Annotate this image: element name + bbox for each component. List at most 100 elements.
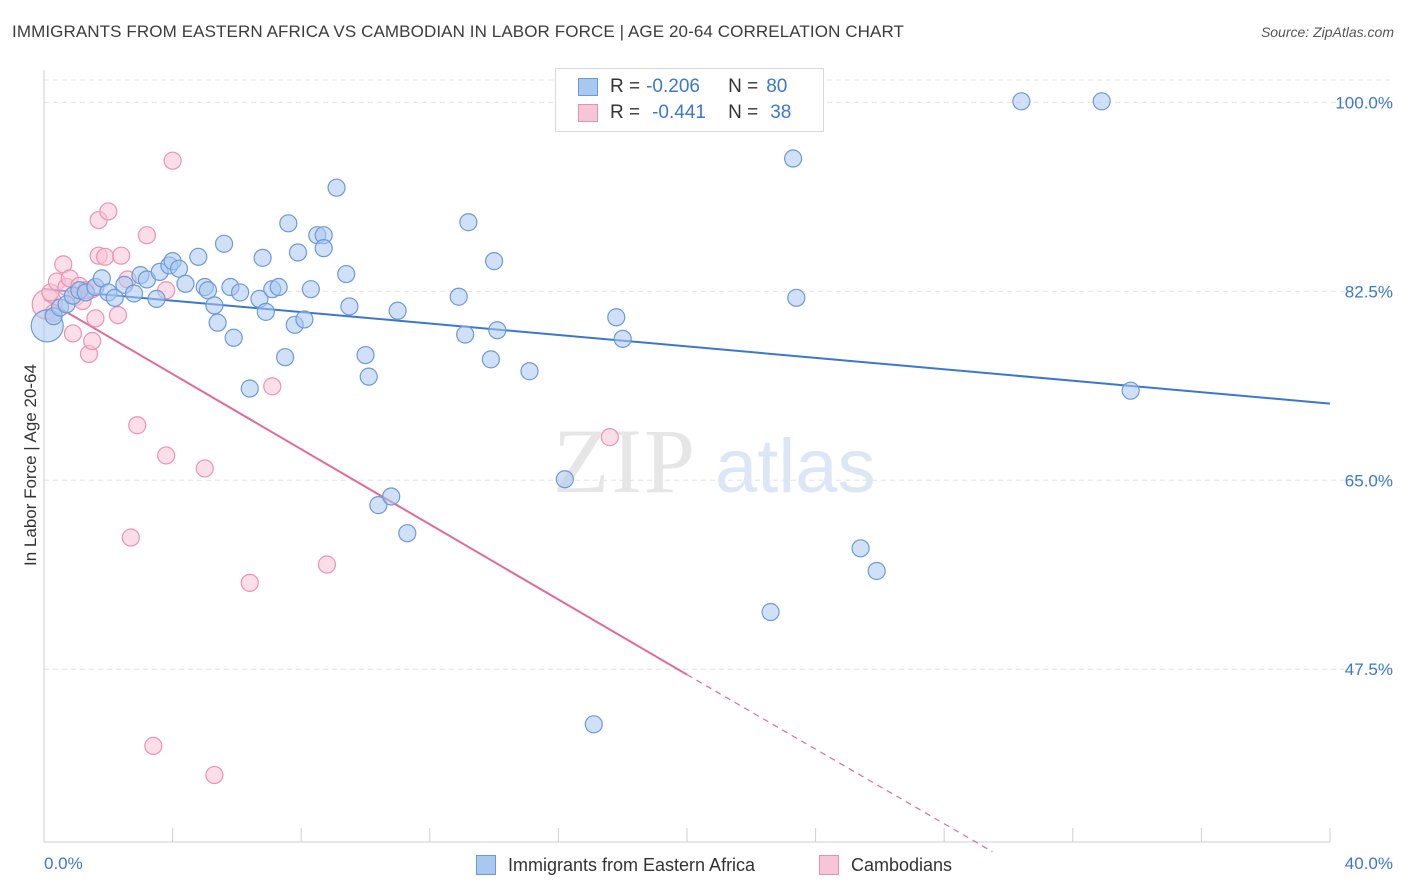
cambodians-point — [95, 247, 115, 266]
cambodians-point — [108, 305, 128, 325]
cambodians-point — [263, 377, 282, 396]
legend-r-label: R = — [610, 76, 641, 97]
cambodians-point — [128, 416, 147, 435]
cambodians-point — [144, 736, 163, 756]
eastern-africa-point — [1012, 92, 1031, 111]
eastern-africa-point — [481, 350, 500, 369]
legend-r-value: -0.206 — [646, 76, 700, 97]
bottom-legend-label: Cambodians — [851, 854, 953, 875]
eastern-africa-point — [607, 308, 626, 327]
y-tick-label: 65.0% — [1345, 471, 1393, 490]
eastern-africa-points — [30, 92, 1140, 734]
eastern-africa-point — [189, 247, 208, 266]
cambodians-point — [83, 331, 102, 351]
watermark: ZIP atlas — [553, 410, 876, 512]
label-layer: 47.5% 65.0% 82.5% 100.0% 0.0% 40.0% — [44, 93, 1393, 873]
eastern-africa-point — [240, 379, 259, 398]
eastern-africa-point — [337, 264, 356, 284]
cambodians-point — [121, 528, 140, 547]
bottom-legend-eastern-africa: Immigrants from Eastern Africa — [476, 852, 755, 878]
cambodians-point — [112, 246, 131, 265]
eastern-africa-point — [761, 602, 780, 622]
eastern-africa-point — [459, 213, 478, 232]
legend-swatch-pink — [578, 104, 598, 122]
eastern-africa-point — [105, 288, 124, 307]
eastern-africa-point — [520, 362, 539, 381]
eastern-africa-point — [783, 149, 803, 168]
eastern-africa-point — [301, 280, 320, 299]
eastern-africa-point — [276, 348, 295, 367]
legend-n-label: N = — [728, 102, 759, 123]
legend-n-value: 80 — [766, 76, 788, 97]
eastern-africa-point — [851, 539, 870, 558]
x-tick-label-min: 0.0% — [44, 854, 83, 873]
eastern-africa-point — [176, 274, 195, 293]
eastern-africa-point — [147, 289, 166, 309]
watermark-atlas: atlas — [715, 424, 876, 509]
cambodians-point — [63, 324, 83, 343]
eastern-africa-point — [214, 234, 234, 253]
eastern-africa-point — [1092, 92, 1111, 111]
eastern-africa-point — [555, 470, 574, 489]
trendline-cambodians-extrapolated — [686, 674, 993, 853]
cambodians-point — [157, 446, 176, 465]
cambodians-point — [163, 151, 182, 170]
watermark-zip: ZIP — [553, 410, 697, 512]
cambodians-point — [240, 573, 259, 592]
eastern-africa-point — [356, 345, 375, 365]
bottom-legend-label: Immigrants from Eastern Africa — [508, 854, 756, 875]
eastern-africa-point — [787, 288, 806, 307]
eastern-africa-point — [169, 259, 189, 278]
eastern-africa-point — [456, 325, 475, 344]
eastern-africa-point — [584, 715, 603, 734]
bottom-legend-swatch-pink — [819, 855, 839, 875]
eastern-africa-point — [369, 496, 388, 515]
eastern-africa-point — [124, 284, 144, 303]
legend-r-label: R = — [610, 102, 641, 123]
eastern-africa-point — [198, 281, 218, 300]
eastern-africa-point — [327, 178, 346, 197]
eastern-africa-point — [256, 302, 275, 321]
eastern-africa-point — [1121, 381, 1140, 400]
eastern-africa-point — [205, 296, 224, 315]
eastern-africa-point — [231, 283, 250, 302]
trend-layer — [43, 288, 1331, 853]
y-tick-label: 47.5% — [1345, 660, 1393, 679]
eastern-africa-point — [359, 367, 378, 386]
eastern-africa-point — [208, 313, 227, 332]
legend-n-value: 38 — [770, 102, 792, 123]
eastern-africa-point — [388, 301, 407, 320]
eastern-africa-point — [253, 248, 272, 267]
eastern-africa-point — [224, 328, 243, 347]
eastern-africa-point — [288, 243, 308, 262]
eastern-africa-point — [867, 561, 886, 581]
y-tick-label: 82.5% — [1345, 282, 1393, 301]
eastern-africa-point — [340, 297, 359, 316]
axis-layer — [43, 70, 1331, 843]
legend-row-cambodians: R = -0.441 N = 38 — [578, 101, 791, 125]
eastern-africa-point — [398, 524, 417, 543]
cambodians-point — [205, 765, 224, 785]
chart-title: IMMIGRANTS FROM EASTERN AFRICA VS CAMBOD… — [12, 22, 905, 41]
legend-swatch-blue — [578, 78, 598, 96]
source-label: Source: ZipAtlas.com — [1260, 24, 1394, 40]
y-axis-title: In Labor Force | Age 20-64 — [21, 364, 40, 566]
cambodians-point — [195, 459, 214, 478]
eastern-africa-point — [314, 239, 333, 258]
bottom-legend-swatch-blue — [476, 855, 496, 875]
cambodians-point — [137, 226, 156, 245]
cambodians-point — [317, 555, 337, 574]
cambodians-point — [86, 309, 105, 328]
eastern-africa-point — [382, 487, 401, 506]
legend-row-eastern-africa: R = -0.206 N = 80 — [578, 75, 787, 99]
y-tick-label: 100.0% — [1335, 93, 1393, 112]
eastern-africa-point — [295, 310, 314, 329]
cambodians-point — [600, 428, 619, 447]
bottom-legend-cambodians: Cambodians — [819, 852, 952, 878]
stats-legend: R = -0.206 N = 80 R = -0.441 N = 38 — [555, 68, 824, 132]
eastern-africa-point — [449, 287, 468, 306]
legend-r-value: -0.441 — [652, 102, 706, 123]
cambodians-point — [99, 202, 118, 221]
legend-n-label: N = — [728, 76, 759, 97]
